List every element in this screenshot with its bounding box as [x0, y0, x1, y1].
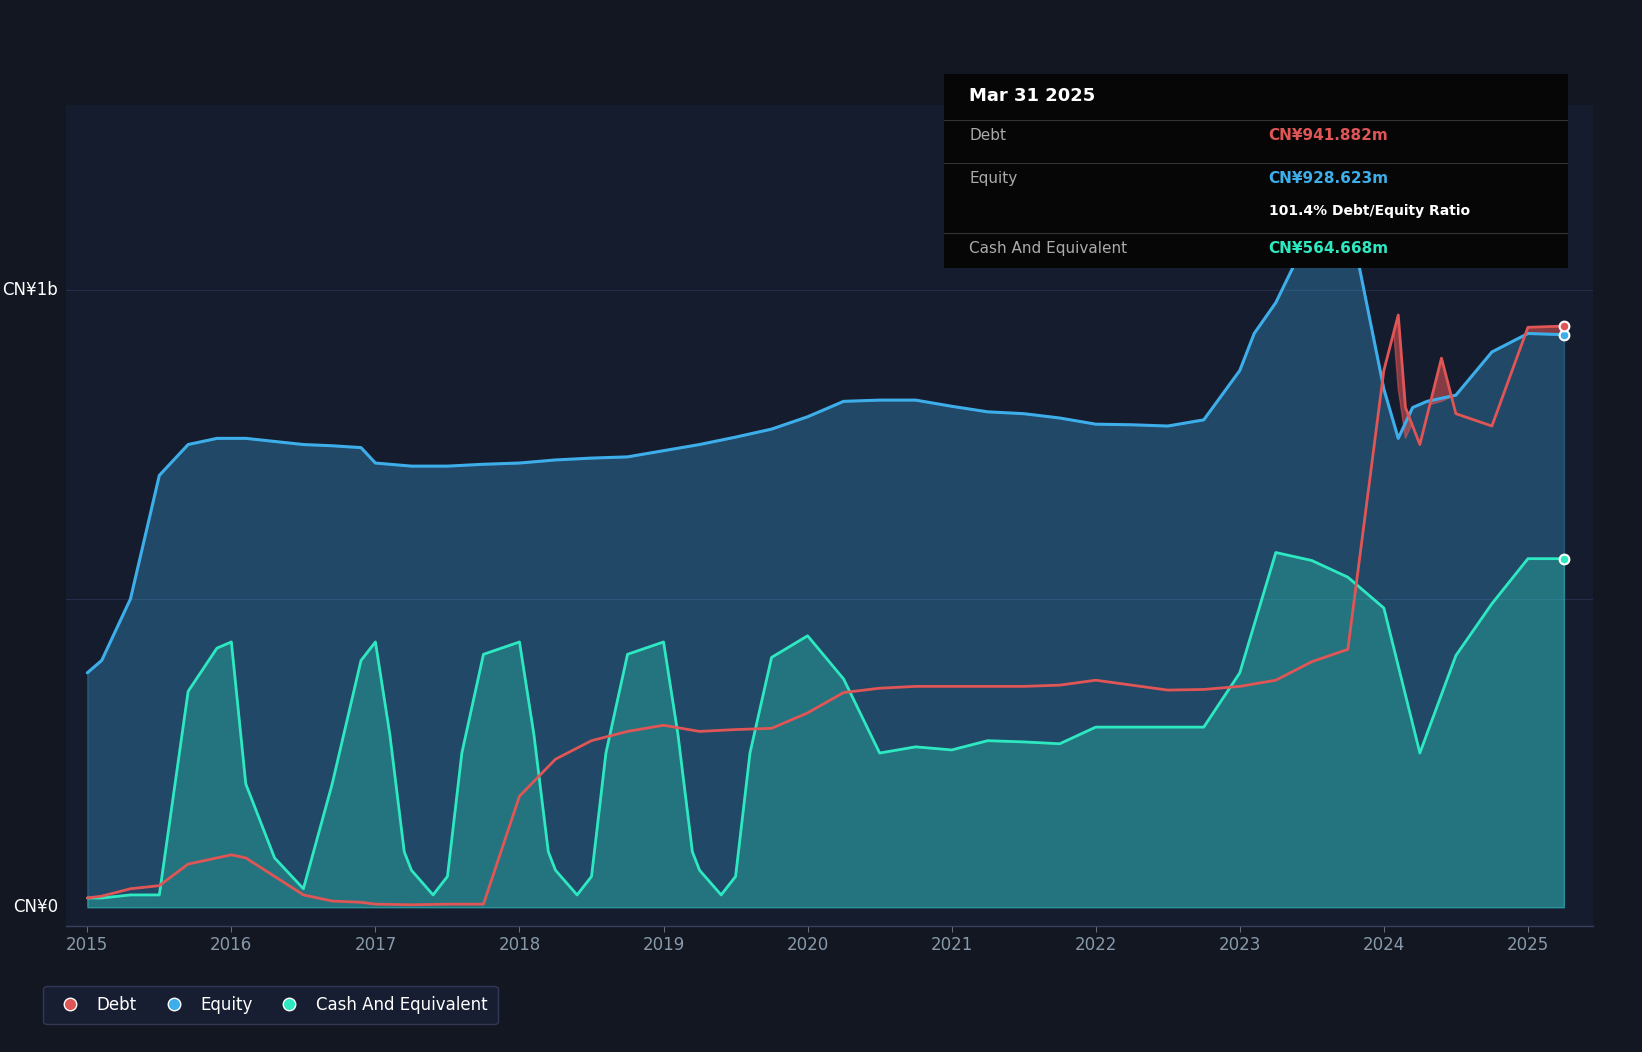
Text: CN¥0: CN¥0 [13, 898, 57, 916]
Text: Mar 31 2025: Mar 31 2025 [969, 87, 1095, 105]
Text: CN¥1b: CN¥1b [2, 281, 57, 299]
Text: Cash And Equivalent: Cash And Equivalent [969, 241, 1128, 256]
Text: 101.4% Debt/Equity Ratio: 101.4% Debt/Equity Ratio [1269, 204, 1470, 218]
Text: CN¥928.623m: CN¥928.623m [1269, 170, 1389, 186]
Text: CN¥564.668m: CN¥564.668m [1269, 241, 1389, 256]
Text: CN¥941.882m: CN¥941.882m [1269, 128, 1389, 143]
Text: Equity: Equity [969, 170, 1018, 186]
Legend: Debt, Equity, Cash And Equivalent: Debt, Equity, Cash And Equivalent [43, 986, 498, 1024]
Text: Debt: Debt [969, 128, 1007, 143]
